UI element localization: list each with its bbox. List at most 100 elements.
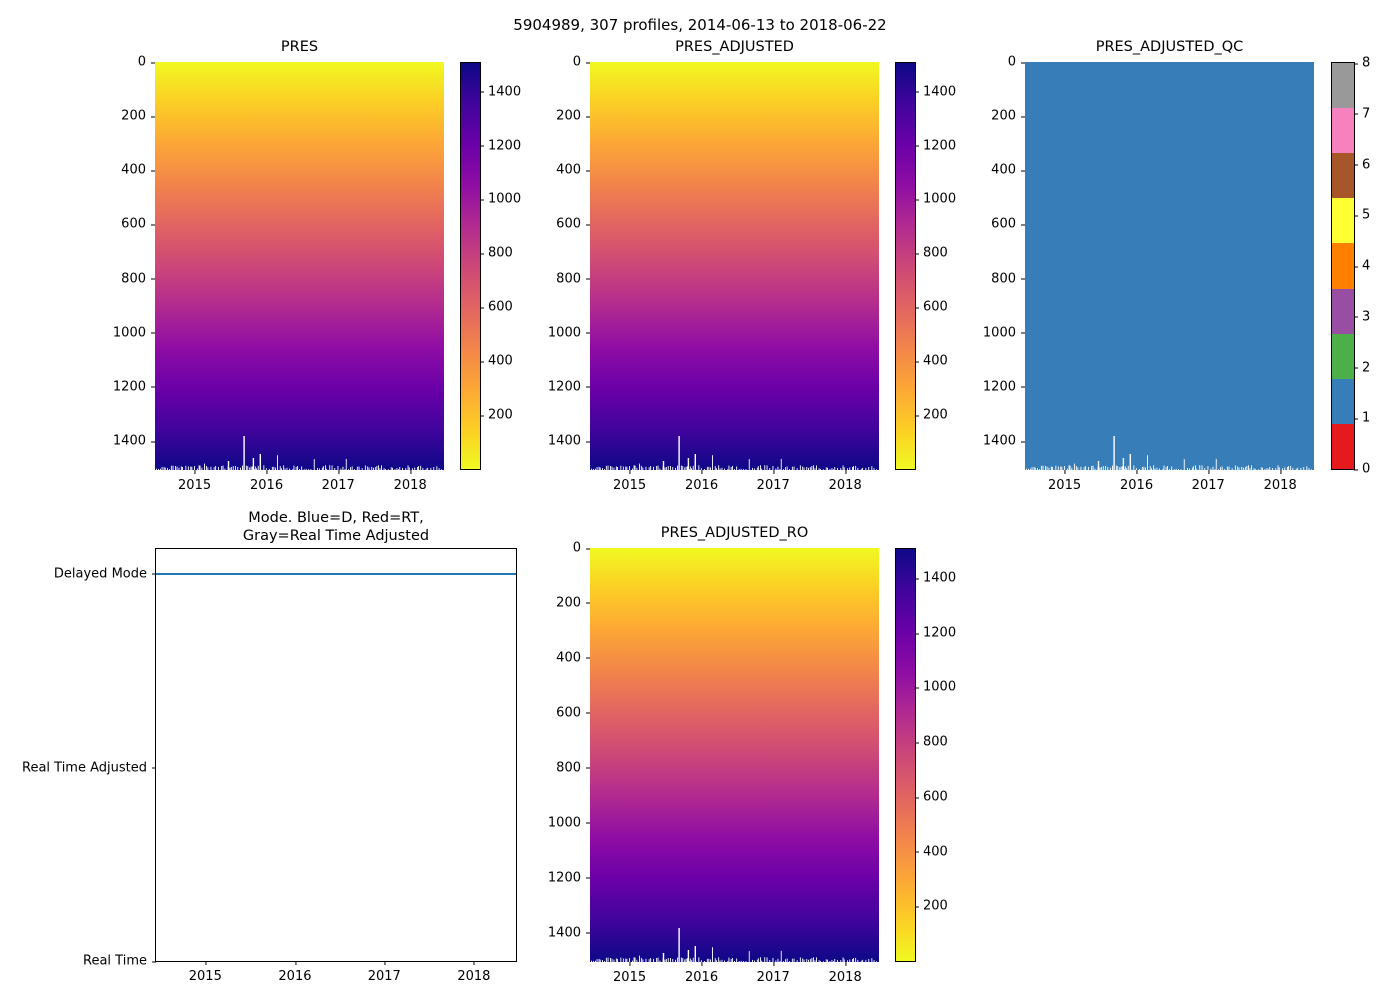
qc-tick-label: 1 [1354, 411, 1370, 426]
qc-color-segment-6 [1332, 153, 1354, 199]
y-tick-label: 400 [556, 163, 590, 178]
qc-tick-label: 5 [1354, 208, 1370, 223]
missing-data-noise [591, 928, 877, 962]
y-tick-label: 600 [121, 217, 155, 232]
colorbar-tick-label: 1200 [915, 138, 956, 153]
x-tick-label: 2018 [829, 470, 862, 493]
y-tick-label: 1000 [983, 325, 1026, 340]
panel-mode-title-line2: Gray=Real Time Adjusted [242, 527, 430, 544]
qc-color-segment-3 [1332, 288, 1354, 334]
pres-adjusted-ro-heatmap [590, 548, 879, 962]
y-tick-label: 200 [556, 109, 590, 124]
x-tick-label: 2016 [250, 470, 283, 493]
qc-tick-label: 3 [1354, 309, 1370, 324]
qc-color-segment-7 [1332, 108, 1354, 154]
y-tick-label: 1000 [113, 325, 156, 340]
y-tick-label: 200 [121, 109, 155, 124]
qc-tick-label: 7 [1354, 106, 1370, 121]
y-tick-label: 600 [556, 705, 590, 720]
y-tick-label: 400 [121, 163, 155, 178]
x-tick-label: 2015 [189, 961, 222, 984]
y-tick-label: 1400 [548, 925, 591, 940]
x-tick-label: 2015 [178, 470, 211, 493]
colorbar-pres: 1400 1200 1000 800 600 400 200 [460, 62, 521, 470]
qc-color-segment-1 [1332, 378, 1354, 425]
colorbar-pres-adjusted-ro: 1400 1200 1000 800 600 400 200 [895, 548, 956, 962]
x-tick-label: 2018 [829, 962, 862, 985]
y-tick-label: 800 [991, 271, 1025, 286]
missing-data-noise [591, 436, 877, 470]
y-tick-label: 1200 [548, 870, 591, 885]
panel-mode-title: Mode. Blue=D, Red=RT, Gray=Real Time Adj… [116, 509, 556, 545]
y-tick-label: 800 [556, 760, 590, 775]
figure-title: 5904989, 307 profiles, 2014-06-13 to 201… [513, 16, 887, 34]
qc-tick-label: 0 [1354, 462, 1370, 477]
x-tick-label: 2017 [322, 470, 355, 493]
colorbar-tick-label: 600 [915, 300, 948, 315]
y-tick-label: 600 [556, 217, 590, 232]
missing-data-noise [156, 436, 442, 470]
y-tick-label: 1200 [983, 379, 1026, 394]
colorbar-tick-label: 1400 [480, 84, 521, 99]
colorbar-tick-label: 1200 [480, 138, 521, 153]
colorbar-tick-label: 800 [915, 735, 948, 750]
y-tick-label: 200 [991, 109, 1025, 124]
mode-category-label: Real Time Adjusted [22, 760, 156, 775]
colorbar-tick-label: 1400 [915, 571, 956, 586]
colorbar-tick-label: 800 [915, 246, 948, 261]
y-tick-label: 1000 [548, 815, 591, 830]
qc-tick-label: 4 [1354, 259, 1370, 274]
panel-pres-adjusted-qc: PRES_ADJUSTED_QC 0 200 400 600 800 1000 … [983, 39, 1314, 493]
y-tick-label: 1200 [113, 379, 156, 394]
qc-color-segment-0 [1332, 423, 1354, 470]
mode-category-label: Delayed Mode [54, 566, 157, 581]
x-tick-label: 2017 [757, 470, 790, 493]
y-tick-label: 800 [556, 271, 590, 286]
panel-mode: Mode. Blue=D, Red=RT, Gray=Real Time Adj… [22, 510, 517, 984]
x-tick-label: 2015 [613, 962, 646, 985]
x-tick-label: 2018 [394, 470, 427, 493]
colorbar-qc: 8 7 6 5 4 3 2 1 0 [1331, 56, 1370, 477]
panel-pres-title: PRES [280, 39, 319, 55]
colorbar-tick-label: 200 [915, 899, 948, 914]
qc-tick-label: 8 [1354, 56, 1370, 71]
colorbar-tick-label: 400 [915, 844, 948, 859]
y-tick-label: 0 [1008, 55, 1026, 70]
panel-mode-title-line1: Mode. Blue=D, Red=RT, [248, 509, 424, 526]
x-tick-label: 2016 [278, 961, 312, 984]
y-tick-label: 1400 [113, 434, 156, 449]
panel-pres-adjusted-qc-title: PRES_ADJUSTED_QC [1095, 39, 1244, 55]
x-tick-label: 2016 [1120, 470, 1153, 493]
qc-color-segment-2 [1332, 333, 1354, 380]
y-tick-label: 1000 [548, 325, 591, 340]
pres-adjusted-heatmap [590, 62, 879, 470]
x-tick-label: 2016 [685, 962, 718, 985]
colorbar-tick-label: 600 [480, 300, 513, 315]
qc-color-segment-4 [1332, 243, 1354, 289]
colorbar-tick-label: 1000 [915, 192, 956, 207]
pres-heatmap [155, 62, 444, 470]
x-tick-label: 2017 [1192, 470, 1225, 493]
colorbar-tick-label: 1400 [915, 84, 956, 99]
colorbar-tick-label: 1000 [915, 680, 956, 695]
qc-color-segment-8 [1332, 63, 1354, 109]
colorbar-tick-label: 1000 [480, 192, 521, 207]
panel-pres-adjusted: PRES_ADJUSTED 0 200 400 600 800 1000 120… [548, 39, 879, 493]
y-tick-label: 0 [573, 541, 591, 556]
y-tick-label: 400 [991, 163, 1025, 178]
y-tick-label: 0 [573, 55, 591, 70]
colorbar-tick-label: 600 [915, 790, 948, 805]
x-tick-label: 2018 [1264, 470, 1297, 493]
missing-data-noise [1026, 436, 1312, 470]
y-tick-label: 400 [556, 650, 590, 665]
y-tick-label: 0 [138, 55, 156, 70]
mode-delayed-line [156, 572, 516, 575]
qc-color-segment-5 [1332, 198, 1354, 244]
qc-tick-label: 6 [1354, 157, 1370, 172]
x-tick-label: 2017 [757, 962, 790, 985]
x-tick-label: 2015 [1048, 470, 1081, 493]
y-tick-label: 600 [991, 217, 1025, 232]
x-tick-label: 2016 [685, 470, 718, 493]
colorbar-tick-label: 800 [480, 246, 513, 261]
